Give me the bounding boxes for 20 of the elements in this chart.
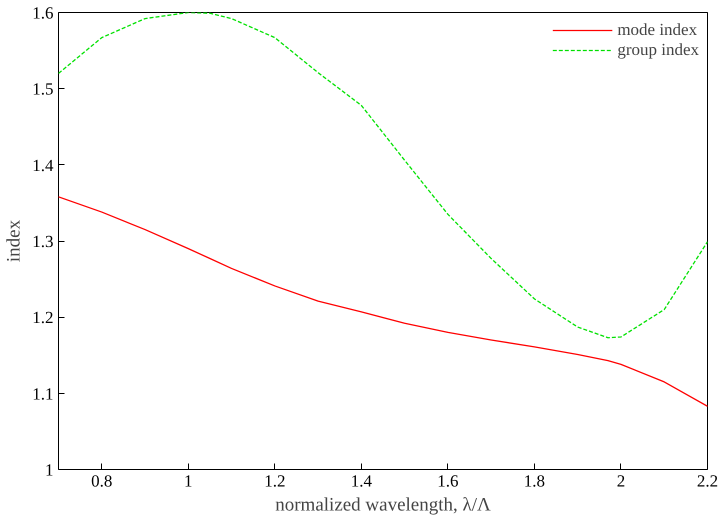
y-tick-label: 1.6 <box>32 4 54 22</box>
y-tick-label: 1.3 <box>32 232 54 251</box>
y-tick-label: 1.1 <box>32 384 54 404</box>
legend-label: mode index <box>617 20 698 40</box>
line-series <box>58 12 708 338</box>
x-tick-label: 1.8 <box>524 472 546 490</box>
y-tick-label: 1.4 <box>32 156 54 175</box>
x-tick-label: 0.8 <box>91 472 112 490</box>
x-tick-label: 1.2 <box>264 472 286 490</box>
y-tick-label: 1.5 <box>32 80 54 99</box>
x-tick-label: 2.2 <box>696 472 718 490</box>
x-tick-label: 2 <box>616 472 626 490</box>
y-axis-title: index <box>3 219 24 262</box>
y-tick-label: 1.2 <box>32 308 54 328</box>
x-tick-label: 1.6 <box>437 472 459 490</box>
line-series <box>58 196 708 407</box>
legend-label: group index <box>617 40 699 60</box>
x-tick-label: 1 <box>184 472 193 490</box>
x-axis-title: normalized wavelength, λ/Λ <box>275 494 492 516</box>
x-tick-label: 1.4 <box>350 472 372 490</box>
